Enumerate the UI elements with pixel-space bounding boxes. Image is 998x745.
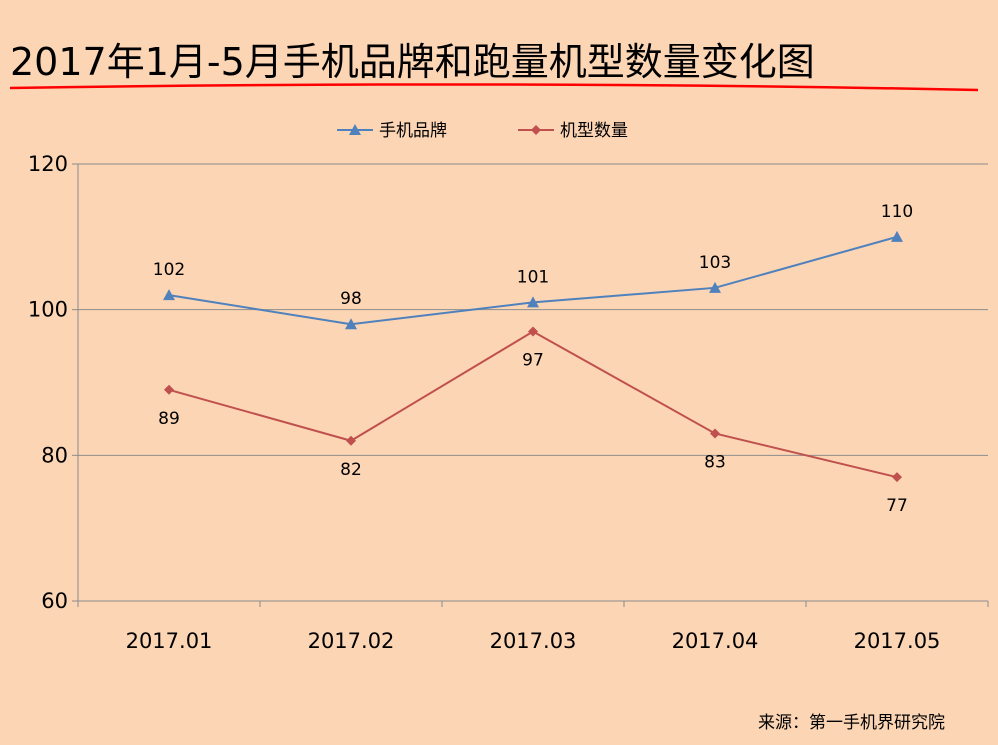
legend-label: 手机品牌 — [379, 121, 447, 141]
legend: 手机品牌 机型数量 — [337, 121, 628, 141]
data-label: 98 — [340, 289, 362, 309]
y-tick-label: 60 — [41, 589, 68, 613]
title-underline — [9, 83, 979, 92]
x-tick-label: 2017.03 — [490, 629, 577, 653]
point-marker-triangle — [345, 318, 357, 330]
point-marker-triangle — [709, 281, 721, 293]
series-layer: 102 98 101 103 110 89 82 97 83 77 — [153, 202, 913, 516]
chart-title: 2017年1月-5月手机品牌和跑量机型数量变化图 — [10, 40, 815, 84]
y-tick-label: 120 — [28, 152, 68, 176]
x-tick-label: 2017.04 — [672, 629, 759, 653]
data-label: 103 — [699, 253, 731, 273]
point-marker-triangle — [163, 289, 175, 301]
axes — [72, 163, 989, 607]
point-marker-triangle — [527, 296, 539, 308]
tick-labels: 60 80 100 120 2017.01 2017.02 2017.03 2017.04 20… — [28, 152, 941, 653]
series-2: 89 82 97 83 77 — [158, 326, 908, 516]
data-label: 82 — [340, 460, 362, 480]
series-1: 102 98 101 103 110 — [153, 202, 913, 330]
point-marker-diamond — [528, 326, 538, 337]
legend-item-2: 机型数量 — [518, 121, 628, 141]
point-marker-diamond — [164, 384, 174, 395]
y-tick-label: 100 — [28, 298, 68, 322]
data-label: 102 — [153, 260, 185, 280]
x-tick-label: 2017.01 — [126, 629, 213, 653]
point-marker-triangle — [349, 124, 361, 135]
gridlines — [78, 163, 988, 456]
data-label: 110 — [881, 202, 913, 222]
x-tick-label: 2017.05 — [854, 629, 941, 653]
source-note: 来源：第一手机界研究院 — [758, 713, 945, 733]
x-tick-label: 2017.02 — [308, 629, 395, 653]
data-label: 97 — [522, 351, 544, 371]
data-label: 89 — [158, 409, 180, 429]
point-marker-diamond — [710, 428, 720, 439]
y-tick-label: 80 — [41, 443, 68, 467]
legend-item-1: 手机品牌 — [337, 121, 447, 141]
point-marker-triangle — [891, 230, 903, 242]
data-label: 83 — [704, 452, 726, 472]
point-marker-diamond — [531, 125, 541, 135]
point-marker-diamond — [346, 435, 356, 446]
point-marker-diamond — [892, 472, 902, 483]
data-label: 101 — [517, 267, 549, 287]
legend-label: 机型数量 — [560, 121, 628, 141]
data-label: 77 — [886, 496, 908, 516]
